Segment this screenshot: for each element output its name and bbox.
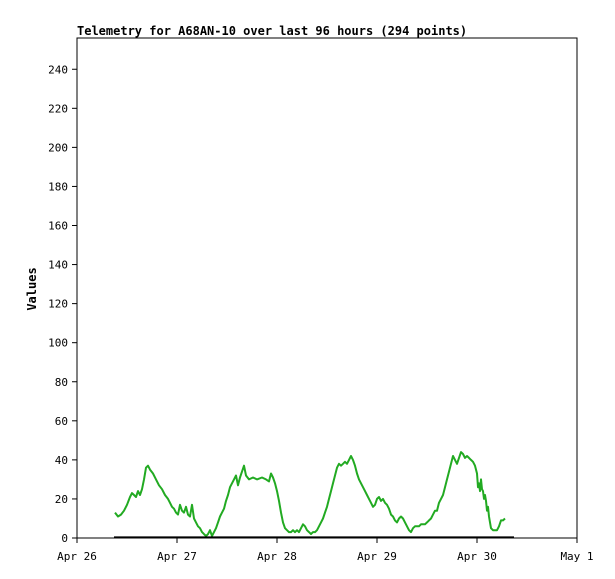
plot-frame xyxy=(76,37,578,539)
x-tick-label: Apr 28 xyxy=(257,550,297,563)
chart-title: Telemetry for A68AN-10 over last 96 hour… xyxy=(77,24,467,38)
y-tick-label: 40 xyxy=(55,454,68,467)
y-tick-label: 180 xyxy=(48,180,68,193)
axes: 0 20 40 60 80 100 120 140 160 180 200 220 240 Apr 26 A… xyxy=(48,37,594,563)
x-tick-label: Apr 30 xyxy=(457,550,497,563)
y-tick-label: 0 xyxy=(61,532,68,545)
y-tick-label: 140 xyxy=(48,259,68,272)
y-tick-label: 60 xyxy=(55,415,68,428)
series-line-0 xyxy=(114,451,506,537)
series-group xyxy=(114,451,514,539)
x-tick-label: Apr 27 xyxy=(157,550,197,563)
x-tick-label: Apr 26 xyxy=(57,550,97,563)
y-tick-label: 100 xyxy=(48,337,68,350)
y-tick-label: 160 xyxy=(48,220,68,233)
y-tick-label: 200 xyxy=(48,141,68,154)
x-tick-label: May 1 xyxy=(560,550,593,563)
y-axis-label: Values xyxy=(25,267,39,310)
y-tick-label: 20 xyxy=(55,493,68,506)
y-tick-label: 120 xyxy=(48,298,68,311)
x-tick-label: Apr 29 xyxy=(357,550,397,563)
y-tick-label: 240 xyxy=(48,63,68,76)
y-tick-label: 80 xyxy=(55,376,68,389)
y-tick-label: 220 xyxy=(48,102,68,115)
